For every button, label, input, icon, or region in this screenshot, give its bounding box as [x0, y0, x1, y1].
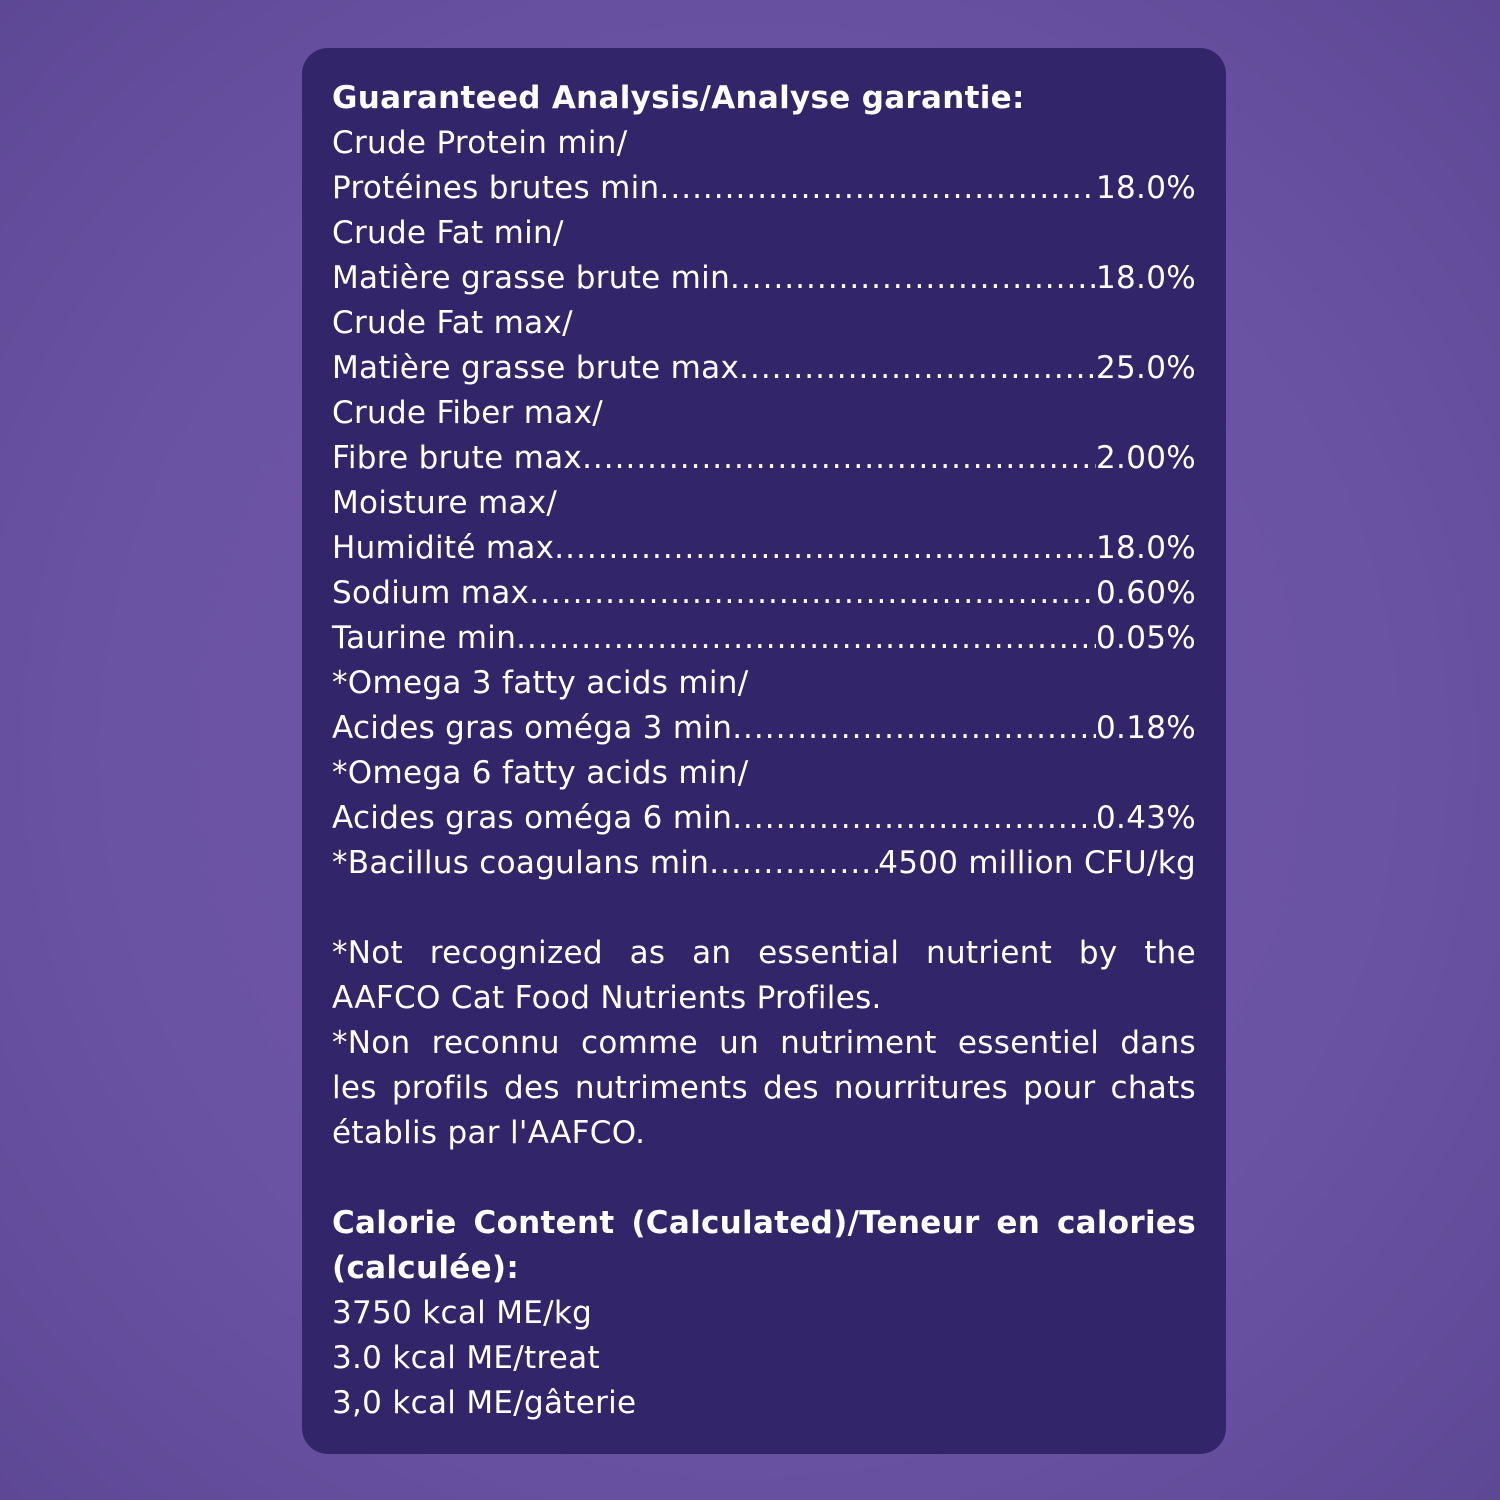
nutrient-row: *Bacillus coagulans min 4500 million CFU…	[332, 841, 1196, 886]
dot-leader	[732, 796, 1096, 841]
nutrient-label: Taurine min	[332, 620, 517, 656]
nutrient-name: Moisture max/	[332, 485, 558, 521]
calorie-value: 3,0 kcal ME/gâterie	[332, 1385, 637, 1421]
nutrient-row: Acides gras oméga 6 min 0.43%	[332, 796, 1196, 841]
nutrient-value: 18.0%	[1096, 170, 1196, 206]
footnote-fr-line: les profils des nutriments des nourritur…	[332, 1070, 1196, 1106]
nutrient-row: Matière grasse brute min 18.0%	[332, 256, 1196, 301]
nutrient-row: Fibre brute max 2.00%	[332, 436, 1196, 481]
nutrient-value: 18.0%	[1096, 530, 1196, 566]
nutrient-label: Matière grasse brute min	[332, 260, 731, 296]
nutrient-value: 4500 million CFU/kg	[878, 845, 1196, 881]
footnote-en-line: *Not recognized as an essential nutrient…	[332, 935, 1196, 971]
nutrient-row: Sodium max 0.60%	[332, 571, 1196, 616]
dot-leader	[709, 841, 878, 886]
dot-leader	[554, 526, 1096, 571]
nutrient-row: Taurine min 0.05%	[332, 616, 1196, 661]
dot-leader	[732, 706, 1096, 751]
nutrient-label: Fibre brute max	[332, 440, 583, 476]
nutrient-value: 0.43%	[1096, 800, 1196, 836]
dot-leader	[529, 571, 1096, 616]
nutrient-value: 18.0%	[1096, 260, 1196, 296]
nutrient-value: 0.18%	[1096, 710, 1196, 746]
nutrient-name: Crude Fiber max/	[332, 395, 603, 431]
nutrient-name: *Omega 6 fatty acids min/	[332, 755, 749, 791]
calorie-value: 3.0 kcal ME/treat	[332, 1340, 600, 1376]
nutrient-row: Protéines brutes min 18.0%	[332, 166, 1196, 211]
nutrient-label: Protéines brutes min	[332, 170, 660, 206]
nutrient-row: Humidité max 18.0%	[332, 526, 1196, 571]
calorie-value: 3750 kcal ME/kg	[332, 1295, 593, 1331]
nutrient-value: 2.00%	[1096, 440, 1196, 476]
dot-leader	[739, 346, 1096, 391]
nutrient-value: 25.0%	[1096, 350, 1196, 386]
nutrient-list: Crude Protein min/Protéines brutes min 18…	[332, 121, 1196, 886]
nutrient-value: 0.60%	[1096, 575, 1196, 611]
nutrient-name: Crude Protein min/	[332, 125, 628, 161]
nutrient-label: Matière grasse brute max	[332, 350, 740, 386]
nutrient-name: *Omega 3 fatty acids min/	[332, 665, 749, 701]
nutrient-value: 0.05%	[1096, 620, 1196, 656]
dot-leader	[660, 166, 1097, 211]
nutrient-name: Crude Fat min/	[332, 215, 564, 251]
nutrient-row: Matière grasse brute max 25.0%	[332, 346, 1196, 391]
nutrient-label: Sodium max	[332, 575, 530, 611]
dot-leader	[730, 256, 1096, 301]
analysis-content: Guaranteed Analysis/Analyse garantie: Cr…	[332, 76, 1196, 1426]
guaranteed-analysis-title: Guaranteed Analysis/Analyse garantie:	[332, 80, 1025, 116]
nutrient-label: *Bacillus coagulans min	[332, 845, 710, 881]
nutrient-label: Acides gras oméga 6 min	[332, 800, 733, 836]
nutrient-name: Crude Fat max/	[332, 305, 573, 341]
footnote-en-line: AAFCO Cat Food Nutrients Profiles.	[332, 980, 882, 1016]
nutrient-label: Humidité max	[332, 530, 555, 566]
dot-leader	[582, 436, 1096, 481]
dot-leader	[516, 616, 1096, 661]
footnote-fr-line: établis par l'AAFCO.	[332, 1115, 646, 1151]
calorie-title-cont: (calculée):	[332, 1250, 520, 1286]
footnote-fr-line: *Non reconnu comme un nutriment essentie…	[332, 1025, 1196, 1061]
calorie-title: Calorie Content (Calculated)/Teneur en c…	[332, 1205, 1196, 1241]
nutrient-label: Acides gras oméga 3 min	[332, 710, 733, 746]
nutrient-row: Acides gras oméga 3 min 0.18%	[332, 706, 1196, 751]
